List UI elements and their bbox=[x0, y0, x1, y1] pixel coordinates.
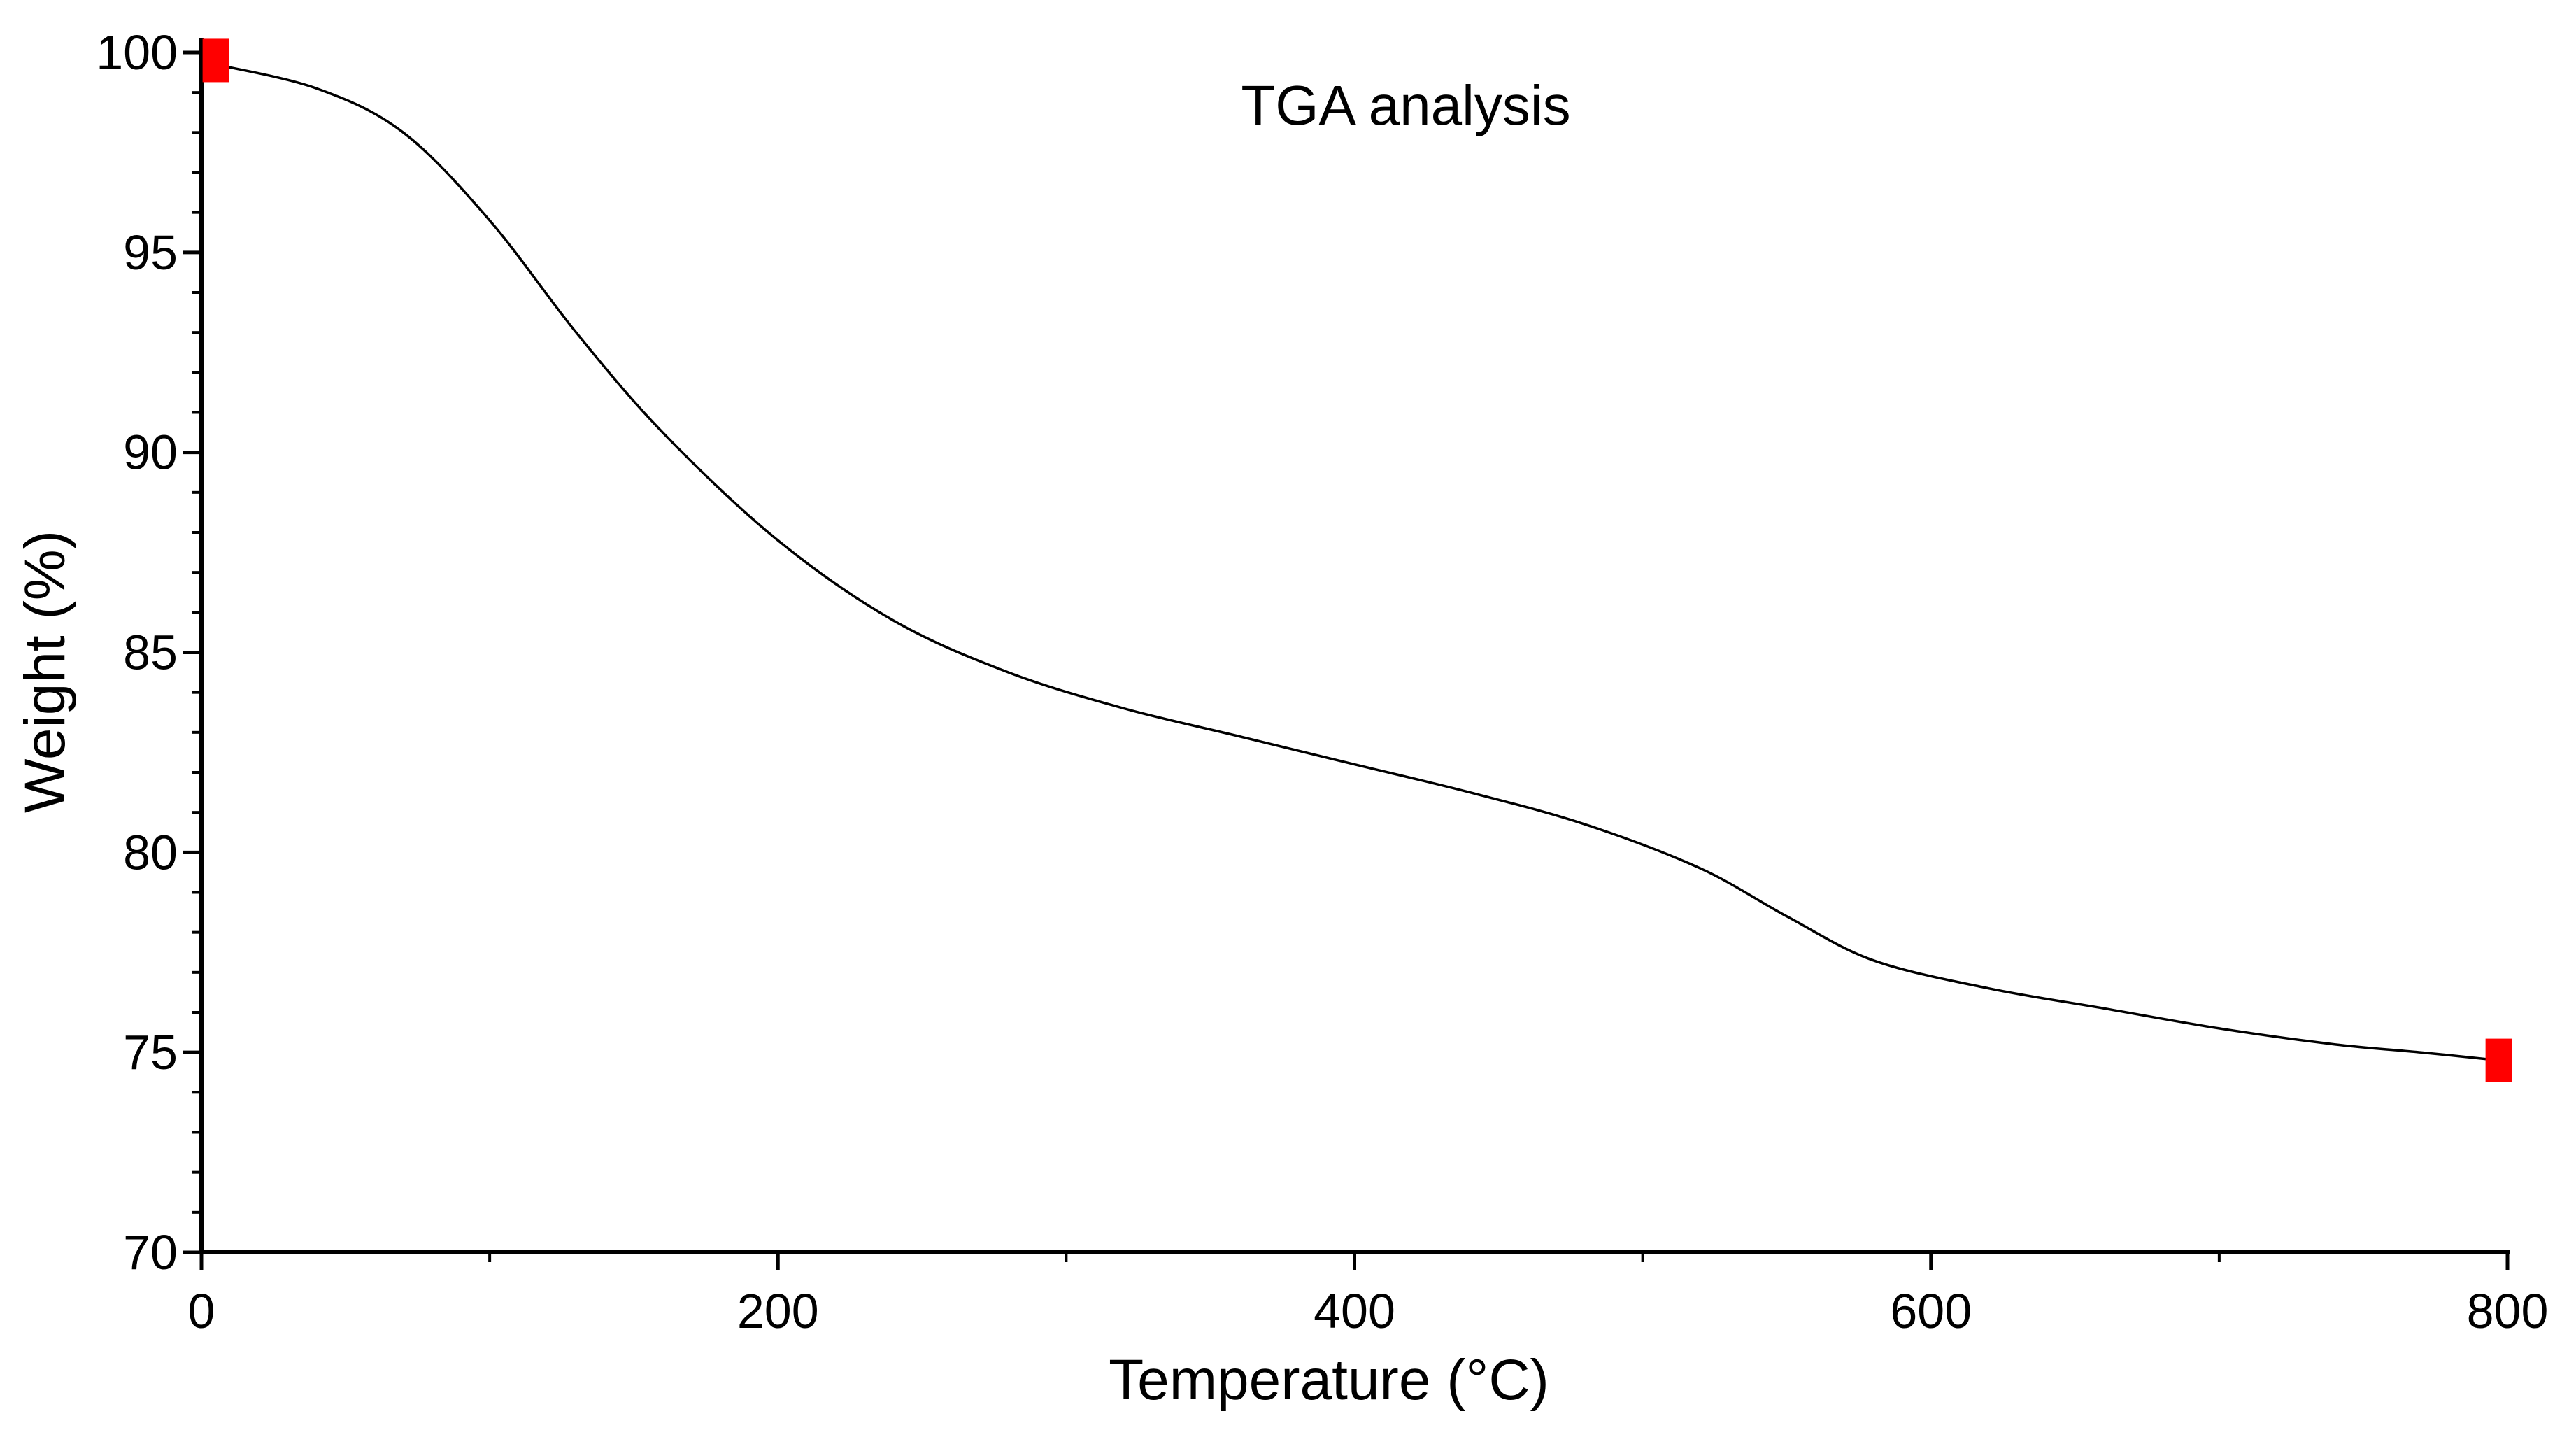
start-marker bbox=[202, 38, 229, 83]
x-tick-label: 800 bbox=[2467, 1284, 2549, 1338]
y-tick-label: 75 bbox=[123, 1025, 178, 1080]
y-tick-label: 80 bbox=[123, 825, 178, 879]
x-tick-label: 400 bbox=[1314, 1284, 1395, 1338]
y-tick-label: 70 bbox=[123, 1225, 178, 1280]
y-tick-label: 100 bbox=[96, 25, 178, 80]
x-tick-label: 200 bbox=[737, 1284, 819, 1338]
axes bbox=[199, 38, 2510, 1254]
y-tick-label: 90 bbox=[123, 425, 178, 480]
chart-title: TGA analysis bbox=[1241, 74, 1570, 136]
x-axis-label: Temperature (°C) bbox=[1109, 1348, 1549, 1412]
markers-layer bbox=[202, 38, 2512, 1082]
weight-series-line bbox=[215, 63, 2499, 1062]
end-marker bbox=[2485, 1038, 2512, 1082]
x-tick-label: 0 bbox=[188, 1284, 215, 1338]
y-axis-label: Weight (%) bbox=[13, 530, 77, 813]
x-tick-label: 600 bbox=[1890, 1284, 1972, 1338]
series-layer bbox=[215, 63, 2499, 1062]
ticks: 70 75 80 85 90 95 100 0 200 400 600 800 bbox=[96, 25, 2548, 1338]
y-tick-label: 85 bbox=[123, 625, 178, 680]
y-tick-label: 95 bbox=[123, 225, 178, 280]
